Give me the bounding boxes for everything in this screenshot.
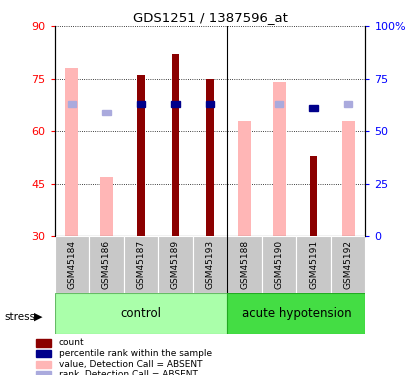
Bar <box>227 292 365 334</box>
Bar <box>36 361 51 368</box>
Bar <box>273 82 286 236</box>
Bar <box>331 236 365 292</box>
Bar <box>297 236 331 292</box>
Bar <box>341 121 355 236</box>
Bar <box>137 101 145 107</box>
Bar <box>193 236 227 292</box>
Text: acute hypotension: acute hypotension <box>241 307 351 320</box>
Text: stress: stress <box>4 312 35 322</box>
Text: control: control <box>121 307 161 320</box>
Text: GSM45191: GSM45191 <box>309 240 318 289</box>
Bar <box>206 79 214 236</box>
Bar <box>158 236 193 292</box>
Bar <box>55 292 227 334</box>
Bar <box>310 156 317 236</box>
Text: value, Detection Call = ABSENT: value, Detection Call = ABSENT <box>59 360 202 369</box>
Bar <box>36 371 51 375</box>
Bar <box>310 105 318 111</box>
Bar <box>36 350 51 357</box>
Bar <box>65 68 79 236</box>
Bar <box>89 236 123 292</box>
Text: GSM45187: GSM45187 <box>136 240 145 289</box>
Bar <box>36 339 51 346</box>
Text: GSM45184: GSM45184 <box>67 240 76 289</box>
Bar <box>55 236 89 292</box>
Bar <box>171 101 180 107</box>
Bar <box>238 121 251 236</box>
Text: GSM45193: GSM45193 <box>205 240 215 289</box>
Bar <box>206 101 214 107</box>
Text: GSM45190: GSM45190 <box>275 240 284 289</box>
Bar <box>100 177 113 236</box>
Bar <box>137 75 144 236</box>
Bar <box>275 101 283 107</box>
Bar <box>102 110 110 115</box>
Text: GSM45186: GSM45186 <box>102 240 111 289</box>
Bar <box>227 236 262 292</box>
Bar <box>172 54 179 236</box>
Text: count: count <box>59 338 84 347</box>
Bar <box>344 101 352 107</box>
Text: rank, Detection Call = ABSENT: rank, Detection Call = ABSENT <box>59 370 198 375</box>
Text: GSM45189: GSM45189 <box>171 240 180 289</box>
Text: GSM45188: GSM45188 <box>240 240 249 289</box>
Text: percentile rank within the sample: percentile rank within the sample <box>59 349 212 358</box>
Bar <box>68 101 76 107</box>
Text: GSM45192: GSM45192 <box>344 240 353 289</box>
Bar <box>123 236 158 292</box>
Text: ▶: ▶ <box>34 312 42 322</box>
Title: GDS1251 / 1387596_at: GDS1251 / 1387596_at <box>133 11 287 24</box>
Bar <box>262 236 297 292</box>
